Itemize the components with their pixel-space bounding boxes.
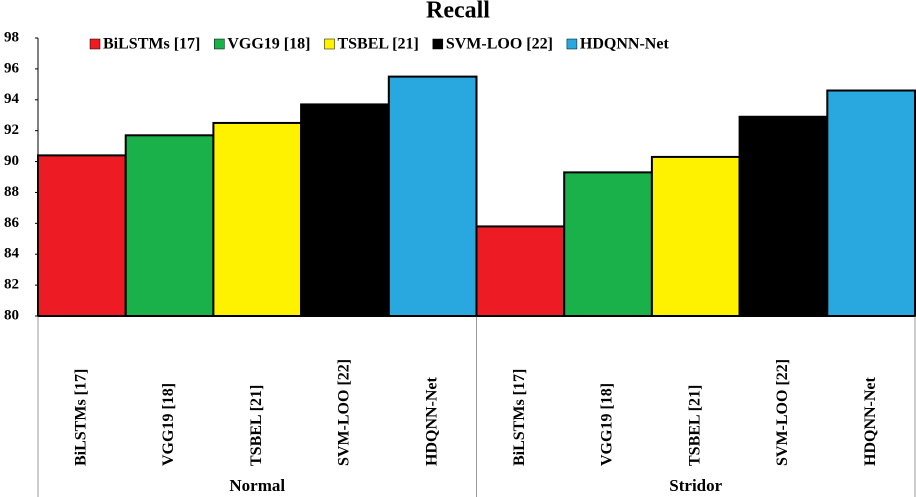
bar [387, 75, 478, 317]
y-tick-label: 84 [4, 246, 20, 262]
x-tick-label: BiLSTMs [17] [511, 369, 528, 466]
bar [37, 154, 127, 317]
x-tick-label: TSBEL [21] [686, 385, 703, 466]
legend-swatch [566, 38, 578, 50]
y-tick-label: 96 [4, 60, 20, 76]
bar [212, 121, 303, 317]
legend-swatch [432, 38, 444, 50]
bar [563, 171, 653, 317]
y-tick-label: 90 [4, 153, 19, 169]
chart-title: Recall [426, 0, 490, 24]
legend-label: HDQNN-Net [580, 36, 670, 53]
category-label: Stridor [669, 476, 722, 495]
bar [738, 115, 829, 318]
bar [650, 155, 741, 317]
y-tick-label: 92 [4, 122, 19, 138]
x-tick-label: SVM-LOO [22] [336, 359, 353, 466]
y-tick-label: 98 [4, 29, 19, 45]
y-tick-label: 80 [4, 307, 19, 323]
bar [826, 89, 916, 317]
legend-label: TSBEL [21] [337, 36, 418, 53]
x-tick-label: HDQNN-Net [862, 376, 879, 466]
y-tick-label: 94 [4, 91, 20, 107]
x-tick-label: HDQNN-Net [423, 376, 440, 466]
bar [475, 225, 566, 317]
x-tick-label: VGG19 [18] [599, 383, 616, 466]
x-tick-label: BiLSTMs [17] [73, 369, 90, 466]
x-tick-label: VGG19 [18] [160, 383, 177, 466]
legend-label: VGG19 [18] [227, 36, 310, 53]
legend-label: SVM-LOO [22] [446, 36, 553, 53]
y-tick-label: 86 [4, 215, 20, 231]
x-tick-label: SVM-LOO [22] [774, 359, 791, 466]
y-tick-label: 82 [4, 277, 19, 293]
legend-swatch [324, 38, 335, 50]
legend-swatch [89, 38, 101, 50]
bar [124, 134, 215, 317]
y-tick-label: 88 [4, 184, 19, 200]
category-label: Normal [229, 476, 285, 495]
x-tick-label: TSBEL [21] [248, 385, 265, 466]
legend-swatch [214, 38, 225, 50]
bar [300, 103, 390, 317]
legend-label: BiLSTMs [17] [103, 36, 200, 53]
